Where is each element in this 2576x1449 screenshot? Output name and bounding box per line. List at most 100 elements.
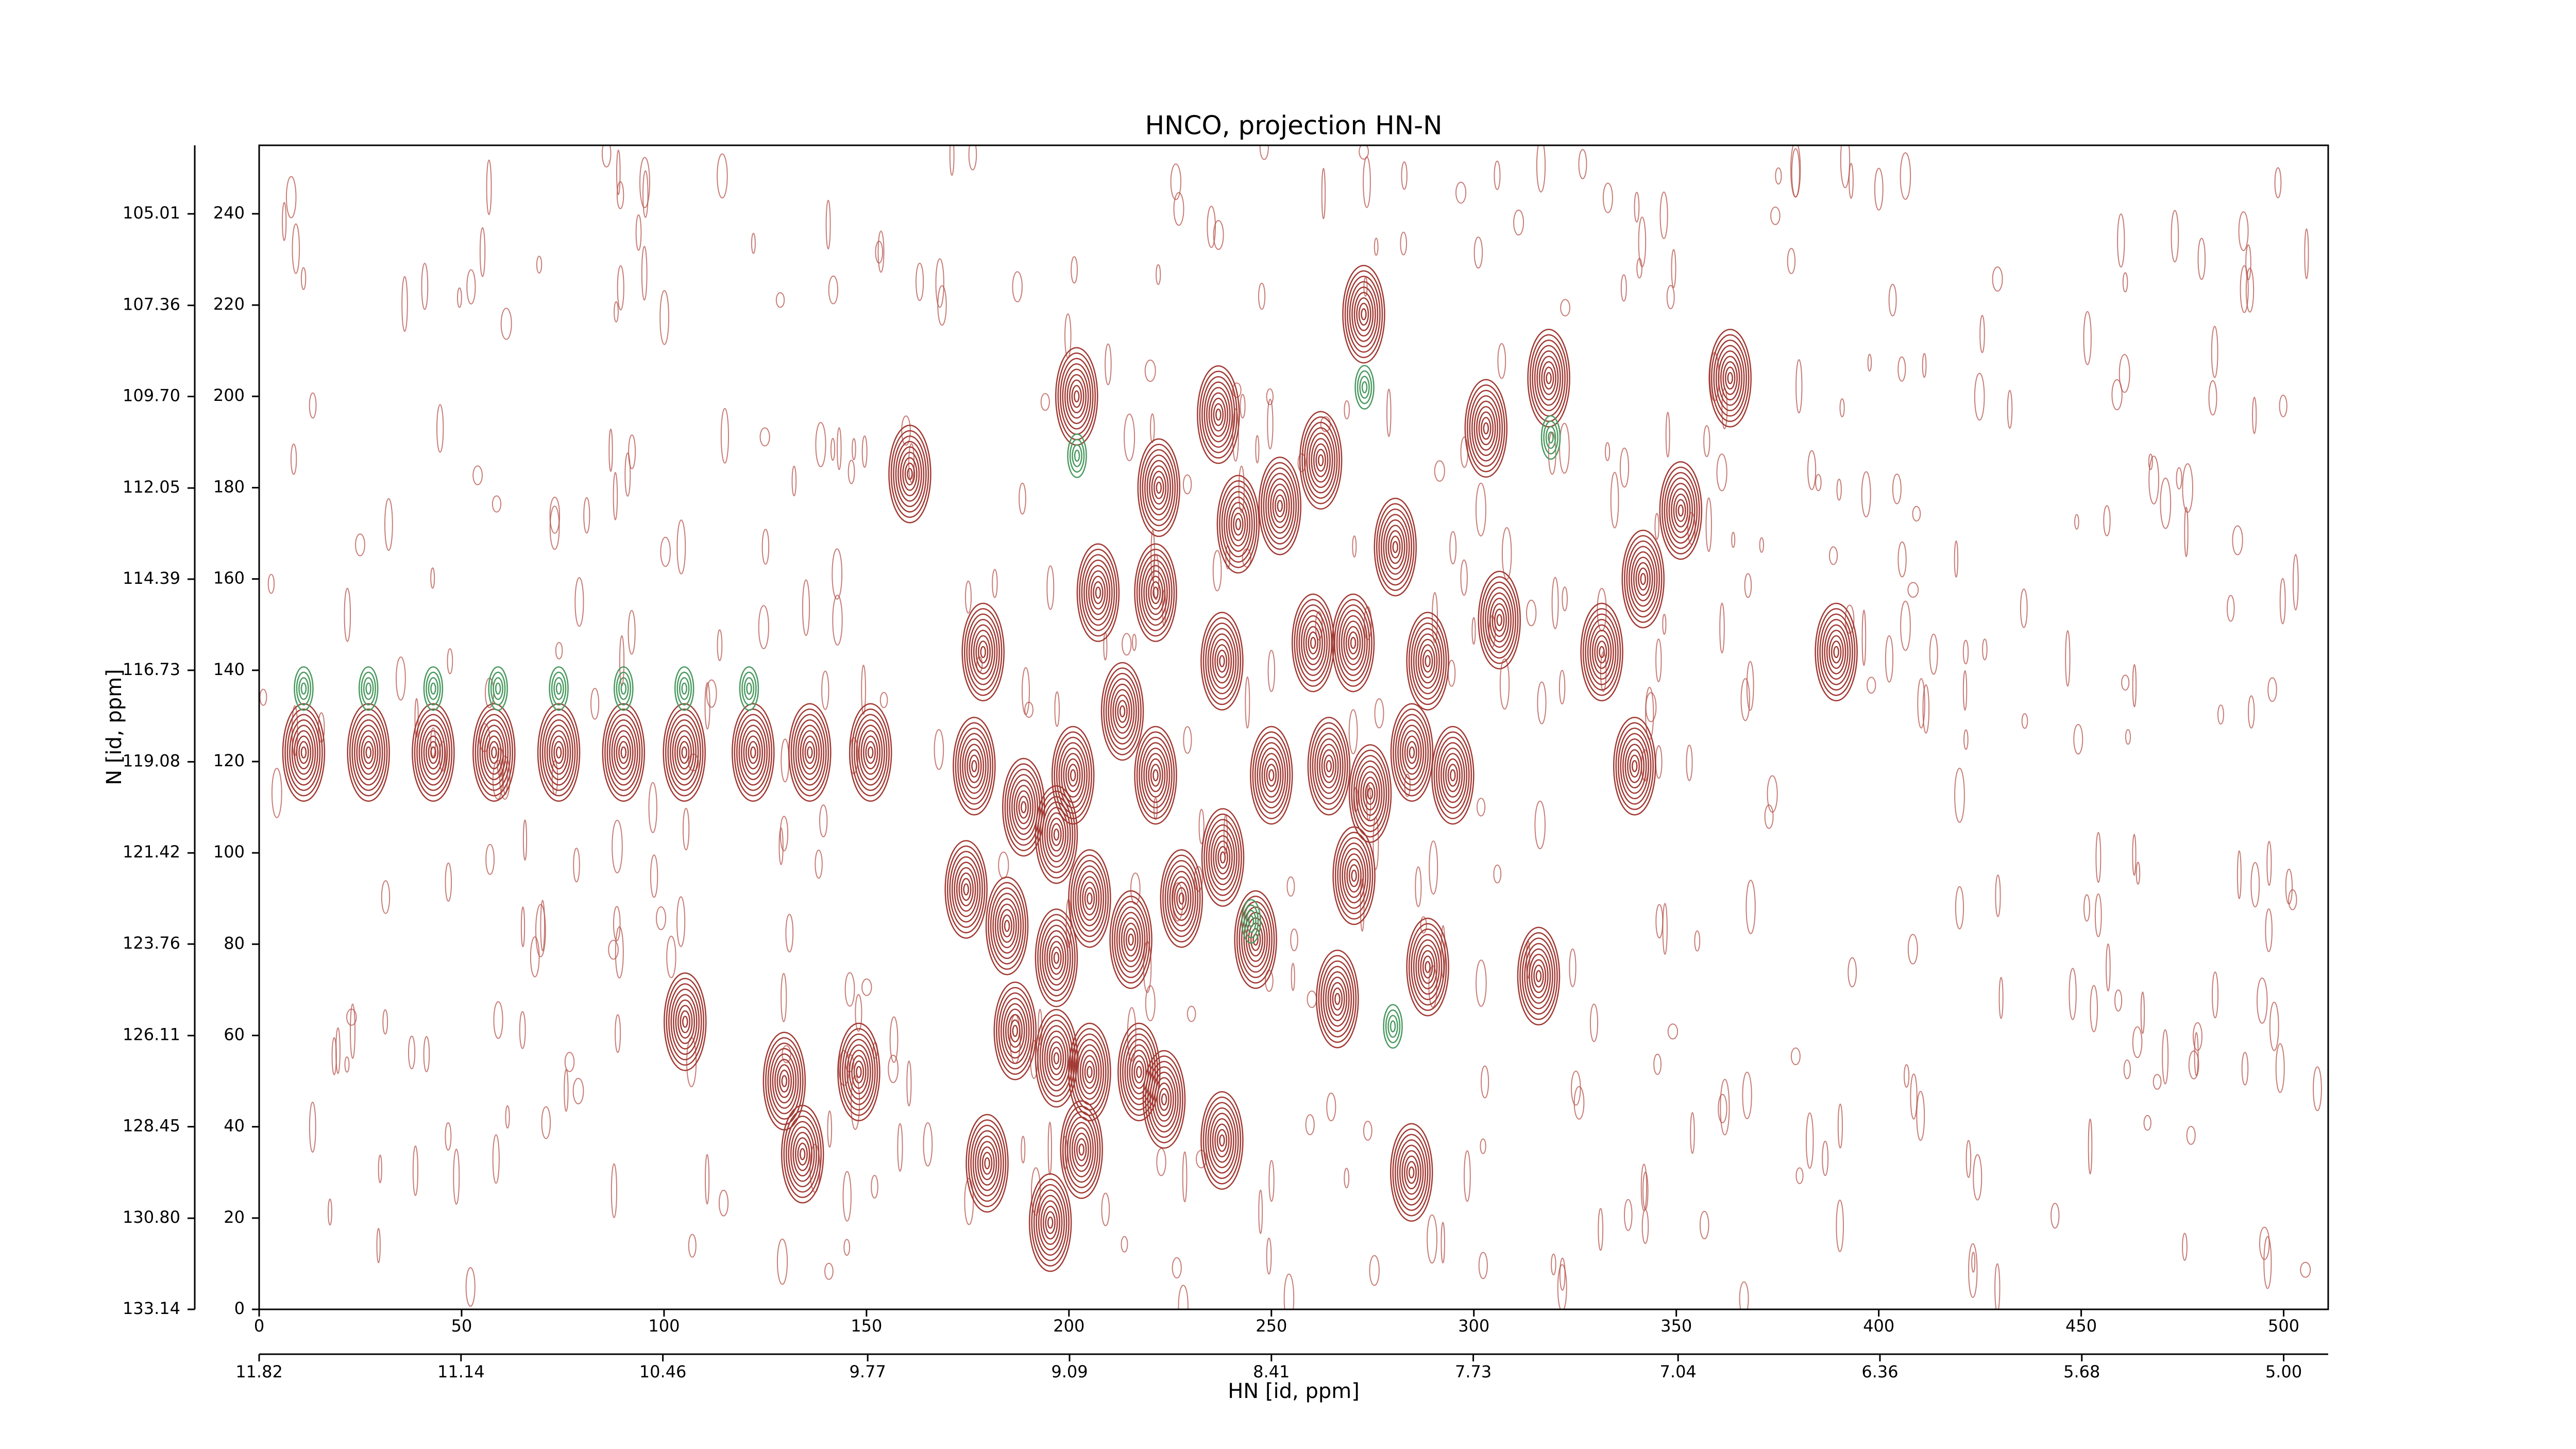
contour-ring xyxy=(1114,694,1130,729)
contour-ring xyxy=(1327,976,1348,1021)
noise-contour xyxy=(666,935,676,979)
noise-contour xyxy=(2304,228,2309,279)
contour-ring xyxy=(1359,376,1370,399)
noise-contour xyxy=(1258,282,1266,310)
peak xyxy=(1815,602,1858,702)
peak xyxy=(1035,908,1078,1007)
noise-contour xyxy=(871,1175,878,1199)
noise-contour xyxy=(1267,398,1274,450)
peak xyxy=(1354,365,1375,410)
contour-ring xyxy=(1206,386,1231,443)
contour-ring xyxy=(1635,562,1651,596)
contour-ring xyxy=(1613,717,1656,816)
noise-contour xyxy=(2171,210,2179,263)
contour-ring xyxy=(1431,726,1475,825)
contour-ring xyxy=(349,708,388,797)
contour-ring xyxy=(788,1121,817,1188)
contour-ring xyxy=(1215,408,1222,421)
contour-ring xyxy=(804,740,816,764)
contour-ring xyxy=(1411,928,1445,1006)
tick-label: 140 xyxy=(213,660,245,679)
contour-ring xyxy=(1048,1041,1064,1075)
peak xyxy=(1216,475,1260,574)
noise-contour xyxy=(1460,436,1469,468)
contour-ring xyxy=(1264,758,1279,793)
noise-contour xyxy=(1562,586,1568,612)
contour-ring xyxy=(1529,954,1549,999)
noise-contour xyxy=(1145,985,1156,1021)
contour-ring xyxy=(1387,530,1403,564)
contour-ring xyxy=(1161,1093,1167,1106)
contour-ring xyxy=(1007,768,1041,846)
contour-ring xyxy=(1039,919,1074,997)
noise-contour xyxy=(1662,614,1667,635)
contour-ring xyxy=(676,671,692,705)
noise-contour xyxy=(267,574,275,594)
peak xyxy=(993,981,1037,1081)
contour-ring xyxy=(1219,655,1225,667)
noise-contour xyxy=(1742,1071,1752,1119)
tick-label: 400 xyxy=(1863,1316,1894,1336)
noise-contour xyxy=(500,308,512,340)
contour-ring xyxy=(1070,854,1109,942)
contour-ring xyxy=(1345,626,1361,660)
contour-ring xyxy=(1376,503,1415,591)
contour-ring xyxy=(967,749,982,783)
noise-contour xyxy=(642,170,649,218)
contour-ring xyxy=(1162,854,1201,942)
contour-ring xyxy=(1083,559,1113,626)
contour-ring xyxy=(1589,624,1614,680)
contour-ring xyxy=(1076,543,1120,642)
contour-ring xyxy=(677,1005,693,1039)
noise-contour xyxy=(2111,379,2123,411)
contour-ring xyxy=(734,708,773,797)
contour-ring xyxy=(1408,617,1447,705)
contour-ring xyxy=(1394,1134,1429,1211)
contour-ring xyxy=(1202,617,1242,705)
noise-contour xyxy=(2148,456,2160,504)
noise-contour xyxy=(1699,1210,1709,1240)
contour-ring xyxy=(951,856,981,923)
contour-ring xyxy=(1321,749,1337,783)
contour-ring xyxy=(1038,1194,1063,1251)
contour-ring xyxy=(1224,491,1253,558)
contour-ring xyxy=(1031,1178,1070,1267)
contour-ring xyxy=(495,682,501,695)
noise-contour xyxy=(1022,667,1030,715)
peak xyxy=(1527,329,1570,428)
contour-ring xyxy=(1213,403,1224,426)
contour-ring xyxy=(1631,551,1655,607)
contour-ring xyxy=(426,671,441,705)
contour-ring xyxy=(1374,497,1417,597)
contour-ring xyxy=(300,682,307,695)
contour-ring xyxy=(1153,586,1159,599)
contour-ring xyxy=(988,882,1026,970)
noise-contour xyxy=(861,435,868,468)
contour-ring xyxy=(1084,887,1095,910)
contour-ring xyxy=(1536,350,1561,406)
noise-contour xyxy=(778,827,784,865)
contour-ring xyxy=(1631,760,1638,772)
contour-ring xyxy=(604,708,643,797)
noise-contour xyxy=(1352,535,1357,558)
noise-contour xyxy=(935,258,944,308)
noise-contour xyxy=(1836,478,1842,501)
noise-contour xyxy=(1245,676,1250,729)
contour-ring xyxy=(361,735,376,769)
contour-ring xyxy=(958,872,974,906)
contour-ring xyxy=(1406,740,1417,764)
contour-ring xyxy=(1526,948,1551,1004)
contour-ring xyxy=(1478,570,1521,670)
noise-contour xyxy=(2250,862,2260,907)
noise-contour xyxy=(1659,191,1668,239)
noise-contour xyxy=(844,972,855,1007)
contour-ring xyxy=(992,892,1022,959)
contour-ring xyxy=(488,740,500,764)
noise-contour xyxy=(1795,359,1803,414)
noise-contour xyxy=(1046,565,1055,610)
contour-ring xyxy=(1828,635,1844,669)
contour-ring xyxy=(955,722,994,811)
noise-contour xyxy=(2148,453,2153,470)
contour-ring xyxy=(1469,390,1503,467)
